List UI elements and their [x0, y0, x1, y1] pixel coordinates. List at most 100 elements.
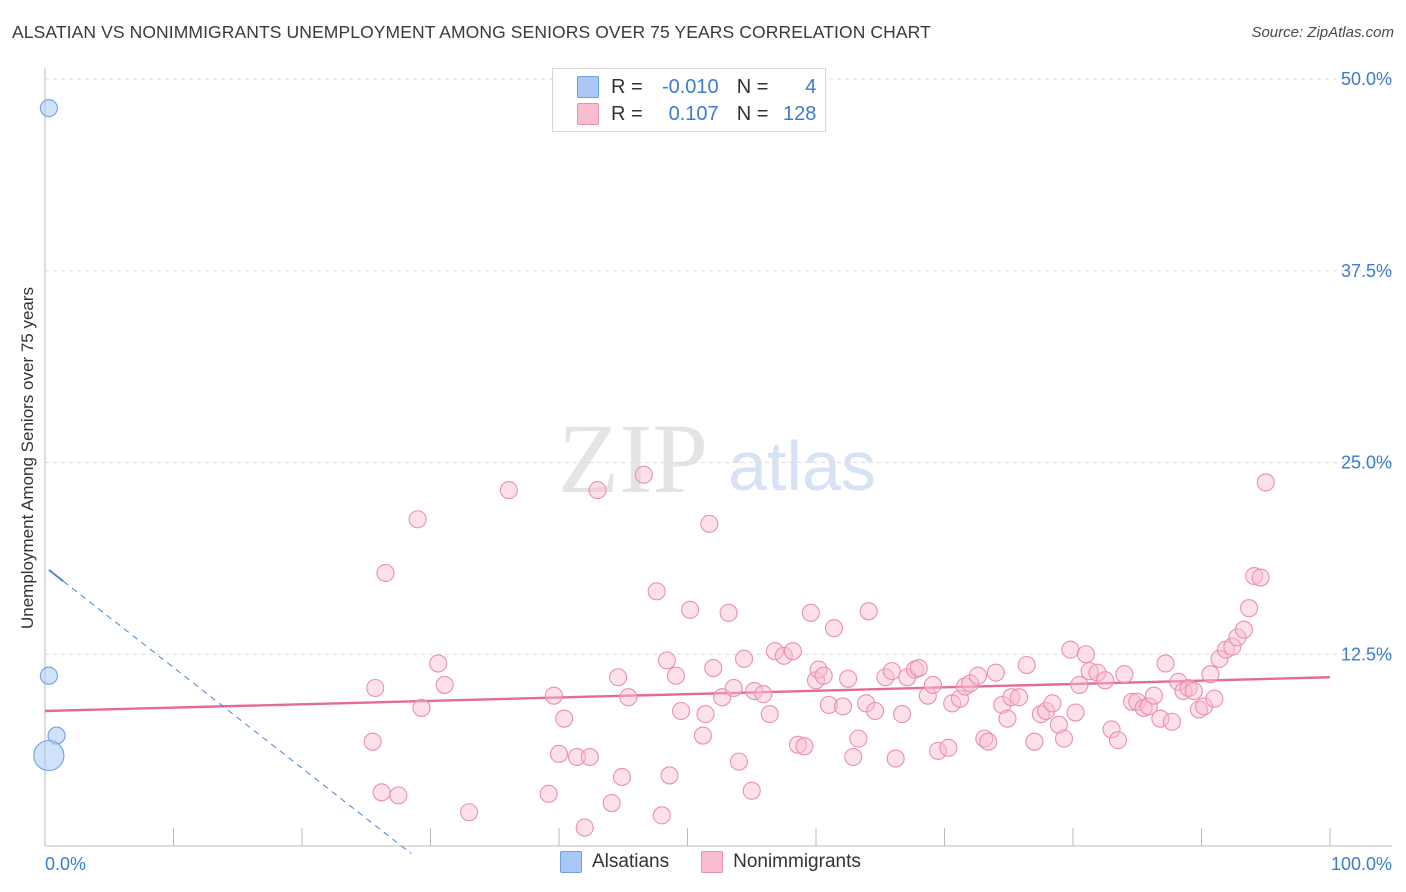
nonimmigrants-point	[1251, 568, 1270, 587]
legend-swatch-nonimmigrants	[701, 851, 724, 873]
nonimmigrants-point	[979, 732, 998, 751]
nonimmigrants-point	[833, 697, 853, 716]
nonimmigrants-point	[376, 563, 395, 582]
nonimmigrants-point	[795, 737, 814, 756]
nonimmigrants-point	[1076, 645, 1095, 664]
nonimmigrants-point	[939, 738, 958, 757]
nonimmigrants-point	[961, 674, 980, 693]
nonimmigrants-point	[1210, 649, 1229, 668]
legend-r-value: 0.107	[668, 102, 719, 125]
y-tick-label: 50.0%	[1341, 69, 1392, 89]
nonimmigrants-point	[609, 668, 628, 687]
trend-lines	[44, 569, 1331, 855]
nonimmigrants-point	[724, 678, 743, 698]
nonimmigrants-point	[634, 465, 653, 484]
nonimmigrants-point	[1102, 720, 1121, 739]
nonimmigrants-point	[1162, 712, 1181, 731]
nonimmigrants-point	[1228, 628, 1247, 647]
nonimmigrants-point	[619, 688, 638, 707]
nonimmigrants-point	[602, 793, 621, 813]
nonimmigrants-point	[839, 669, 858, 688]
nonimmigrants-point	[389, 786, 408, 805]
y-axis-label: Unemployment Among Seniors over 75 years	[18, 286, 37, 630]
nonimmigrants-point	[660, 766, 679, 785]
nonimmigrants-point	[754, 685, 773, 704]
nonimmigrants-point	[652, 806, 671, 825]
nonimmigrants-point	[366, 678, 385, 698]
legend-n-label: N =	[736, 102, 769, 125]
alsatians-trend-line-dashed	[63, 580, 412, 855]
nonimmigrants-point	[814, 666, 833, 685]
nonimmigrants-point	[435, 675, 454, 694]
nonimmigrants-point	[539, 784, 558, 803]
gridlines	[45, 78, 1392, 655]
legend-label-alsatians: Alsatians	[592, 851, 670, 872]
nonimmigrants-point	[1123, 692, 1142, 711]
legend-n-value: 4	[805, 75, 817, 98]
watermark-atlas: atlas	[728, 427, 876, 505]
nonimmigrants-point	[1205, 689, 1224, 708]
nonimmigrants-point	[567, 747, 587, 767]
nonimmigrants-point	[612, 767, 632, 787]
nonimmigrants-point	[1096, 671, 1115, 690]
nonimmigrants-point	[1036, 701, 1056, 721]
legend-label-nonimmigrants: Nonimmigrants	[733, 851, 861, 872]
y-tick-label: 37.5%	[1341, 261, 1392, 281]
nonimmigrants-point	[849, 729, 868, 748]
nonimmigrants-point	[549, 744, 569, 764]
nonimmigrants-point	[459, 803, 479, 822]
nonimmigrants-point	[765, 642, 784, 661]
y-tick-label: 12.5%	[1341, 644, 1392, 664]
nonimmigrants-point	[1144, 686, 1164, 705]
nonimmigrants-point	[1108, 731, 1128, 750]
nonimmigrants-point	[1088, 663, 1107, 682]
alsatians-trend-line-solid	[48, 569, 64, 583]
watermark-zip: ZIP	[558, 403, 708, 514]
nonimmigrants-point	[499, 481, 518, 500]
nonimmigrants-point	[1169, 672, 1188, 691]
nonimmigrants-point	[681, 600, 700, 619]
nonimmigrants-point	[909, 659, 928, 678]
nonimmigrants-point	[429, 654, 448, 673]
nonimmigrants-point	[956, 677, 975, 696]
nonimmigrants-point	[886, 749, 905, 768]
nonimmigrants-point	[729, 752, 748, 771]
x-tick-label: 0.0%	[45, 854, 86, 874]
nonimmigrants-point	[774, 646, 793, 665]
nonimmigrants-point	[1115, 665, 1134, 684]
nonimmigrants-point	[1223, 637, 1242, 656]
nonimmigrants-point	[923, 675, 942, 694]
nonimmigrants-point	[734, 649, 754, 668]
nonimmigrants-point	[693, 726, 712, 745]
nonimmigrants-point	[666, 666, 685, 685]
nonimmigrants-point	[1049, 715, 1068, 734]
nonimmigrants-point	[1234, 620, 1253, 639]
nonimmigrants-point	[1245, 566, 1264, 586]
nonimmigrants-point	[1139, 697, 1158, 716]
x-tick-label: 100.0%	[1331, 854, 1392, 874]
nonimmigrants-point	[801, 603, 820, 622]
nonimmigrants-point	[824, 619, 844, 638]
legend-r-label: R =	[611, 102, 643, 125]
nonimmigrants-point	[700, 514, 719, 533]
nonimmigrants-point	[819, 695, 838, 714]
nonimmigrants-point	[1195, 697, 1214, 716]
legend-swatch-alsatians	[560, 851, 582, 873]
series-legend: Alsatians Nonimmigrants	[560, 851, 893, 873]
legend-n-value: 128	[783, 102, 817, 125]
nonimmigrants-point	[844, 747, 863, 767]
nonimmigrants-point	[882, 662, 901, 681]
nonimmigrants-point	[1156, 654, 1175, 673]
legend-item-alsatians: Alsatians	[560, 851, 669, 873]
nonimmigrants-point	[1151, 709, 1170, 728]
data-points	[33, 99, 1275, 837]
legend-n-label: N =	[736, 75, 769, 98]
nonimmigrants-point	[1066, 703, 1085, 722]
nonimmigrants-point	[1189, 700, 1208, 719]
nonimmigrants-point	[783, 642, 802, 661]
nonimmigrants-point	[1201, 665, 1220, 684]
nonimmigrants-point	[1184, 682, 1203, 701]
legend-row-nonimmigrants: R = 0.107 N = 128	[577, 102, 816, 126]
nonimmigrants-point	[986, 663, 1005, 682]
